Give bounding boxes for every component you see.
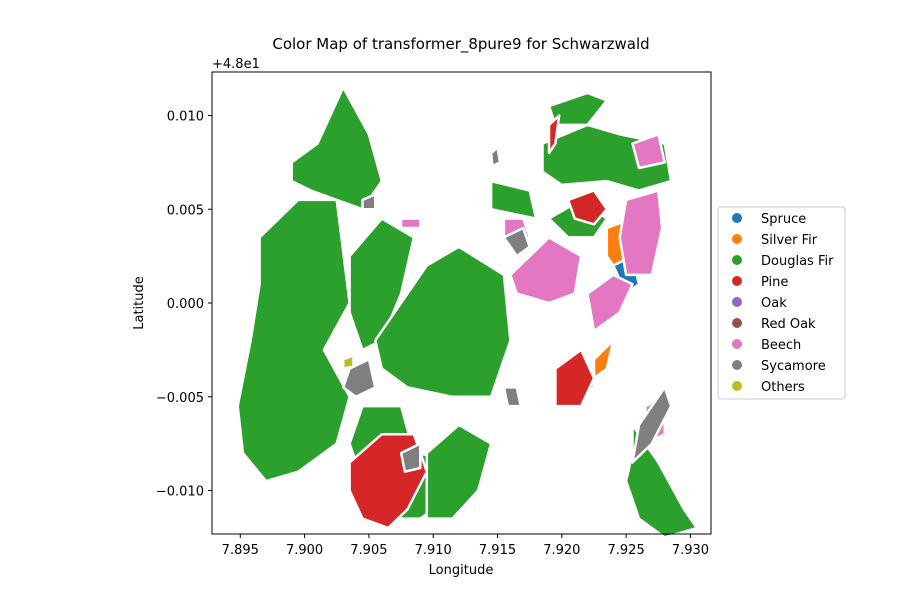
legend-marker bbox=[732, 360, 742, 370]
y-tick-label: −0.010 bbox=[156, 485, 204, 500]
chart-title: Color Map of transformer_8pure9 for Schw… bbox=[272, 35, 649, 54]
legend-label: Pine bbox=[761, 275, 788, 290]
region-sycamore bbox=[361, 193, 377, 211]
x-tick-label: 7.900 bbox=[286, 543, 323, 558]
legend-marker bbox=[732, 276, 742, 286]
legend-label: Spruce bbox=[761, 212, 806, 227]
region-sycamore bbox=[489, 146, 502, 168]
legend-label: Beech bbox=[761, 338, 801, 353]
legend-label: Sycamore bbox=[761, 359, 826, 374]
x-tick-label: 7.905 bbox=[350, 543, 387, 558]
region-sycamore bbox=[341, 357, 377, 399]
legend: Spruce Silver Fir Douglas Fir Pine Oak Red Oa… bbox=[717, 206, 846, 400]
region-sycamore bbox=[399, 442, 422, 473]
region-pine bbox=[547, 114, 561, 155]
legend-marker bbox=[732, 318, 742, 328]
legend-label: Oak bbox=[761, 296, 787, 311]
region-sycamore bbox=[502, 386, 522, 408]
y-tick-label: −0.005 bbox=[156, 391, 204, 406]
y-axis: 0.010 0.005 0.000 −0.005 −0.010 bbox=[156, 110, 212, 500]
y-offset-label: +4.8e1 bbox=[212, 57, 260, 72]
x-tick-label: 7.910 bbox=[415, 543, 452, 558]
legend-marker bbox=[732, 255, 742, 265]
x-tick-label: 7.895 bbox=[222, 543, 259, 558]
map-regions bbox=[236, 86, 699, 539]
region-sycamore bbox=[502, 226, 531, 258]
region-sycamore bbox=[631, 386, 673, 464]
legend-marker bbox=[732, 297, 742, 307]
region-beech bbox=[509, 236, 583, 305]
region-pine bbox=[554, 348, 596, 408]
x-axis-label: Longitude bbox=[429, 563, 494, 578]
region-pine bbox=[566, 189, 609, 226]
y-axis-label: Latitude bbox=[132, 276, 147, 330]
x-tick-label: 7.920 bbox=[543, 543, 580, 558]
region-beech bbox=[399, 217, 422, 230]
legend-label: Douglas Fir bbox=[761, 254, 834, 269]
legend-label: Red Oak bbox=[761, 317, 816, 332]
legend-marker bbox=[732, 213, 742, 223]
region-silver-fir bbox=[592, 339, 615, 380]
region-douglas-fir bbox=[489, 179, 538, 220]
region-beech bbox=[586, 273, 634, 333]
x-tick-label: 7.930 bbox=[672, 543, 709, 558]
legend-box bbox=[717, 206, 846, 400]
x-tick-label: 7.915 bbox=[479, 543, 516, 558]
region-douglas-fir bbox=[236, 198, 351, 483]
legend-marker bbox=[732, 339, 742, 349]
legend-label: Others bbox=[761, 380, 805, 395]
legend-marker bbox=[732, 381, 742, 391]
legend-marker bbox=[732, 234, 742, 244]
region-beech bbox=[618, 189, 664, 277]
legend-label: Silver Fir bbox=[761, 233, 818, 248]
x-axis: 7.895 7.900 7.905 7.910 7.915 7.920 7.925 7.930 bbox=[222, 534, 709, 558]
region-beech bbox=[631, 133, 666, 170]
region-others bbox=[341, 354, 355, 370]
y-tick-label: 0.005 bbox=[167, 203, 204, 218]
y-tick-label: 0.010 bbox=[167, 110, 204, 125]
region-douglas-fir bbox=[425, 423, 493, 520]
y-tick-label: 0.000 bbox=[167, 297, 204, 312]
region-douglas-fir bbox=[290, 86, 384, 211]
x-tick-label: 7.925 bbox=[608, 543, 645, 558]
region-douglas-fir bbox=[374, 245, 512, 399]
